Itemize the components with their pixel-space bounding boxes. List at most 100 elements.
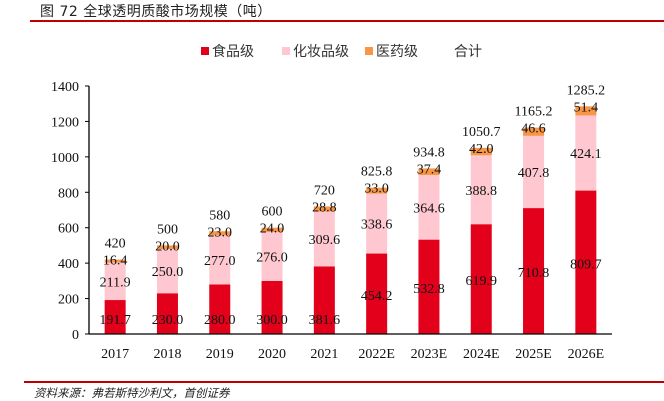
data-label-food: 454.2 xyxy=(361,289,393,304)
bar-segment-cosmetic xyxy=(313,211,335,267)
bar-segment-medical xyxy=(156,245,178,249)
data-label-medical: 37.4 xyxy=(417,162,442,177)
data-label-food: 619.9 xyxy=(466,274,498,289)
data-label-medical: 46.6 xyxy=(521,122,546,137)
y-tick-label: 0 xyxy=(72,328,79,343)
x-tick-label: 2026E xyxy=(568,347,605,362)
legend: 食品级 化妆品级 医药级 合计 xyxy=(201,43,482,60)
legend-medical: 医药级 xyxy=(365,44,418,60)
data-label-medical: 42.0 xyxy=(469,142,494,157)
x-tick-label: 2023E xyxy=(411,347,448,362)
y-tick-label: 800 xyxy=(58,186,79,201)
bar-segment-cosmetic xyxy=(156,248,178,294)
data-label-cosmetic: 338.6 xyxy=(361,218,393,233)
data-label-medical: 28.8 xyxy=(312,200,337,215)
data-label-total: 1285.2 xyxy=(567,83,606,98)
legend-label: 化妆品级 xyxy=(293,44,349,60)
bar-segment-cosmetic xyxy=(523,135,545,209)
data-label-cosmetic: 309.6 xyxy=(309,233,341,248)
data-labels-group: 191.7 211.9 16.4 420 230.0 250.0 20.0 500 280.0 2… xyxy=(99,83,605,328)
legend-food: 食品级 xyxy=(201,43,254,60)
x-tick-label: 2021 xyxy=(310,347,338,362)
data-label-cosmetic: 250.0 xyxy=(152,265,184,280)
bar-segment-medical xyxy=(418,168,440,176)
bar-segment-food xyxy=(523,208,545,334)
legend-swatch xyxy=(282,47,290,55)
figure-title: 图 72 全球透明质酸市场规模（吨） xyxy=(40,4,272,20)
bar-segment-cosmetic xyxy=(366,193,388,254)
y-tick-label: 600 xyxy=(58,222,79,237)
bar-segment-medical xyxy=(313,206,335,212)
data-label-medical: 20.0 xyxy=(155,239,180,254)
bar-segment-food xyxy=(261,280,283,334)
title-rule xyxy=(30,20,664,22)
data-label-cosmetic: 364.6 xyxy=(413,201,445,216)
data-label-cosmetic: 277.0 xyxy=(204,254,236,269)
data-label-cosmetic: 211.9 xyxy=(100,275,131,290)
bar-segment-medical xyxy=(523,127,545,136)
bar-segment-medical xyxy=(209,231,231,236)
data-label-medical: 24.0 xyxy=(260,222,285,237)
legend-label: 合计 xyxy=(454,44,482,60)
data-label-cosmetic: 276.0 xyxy=(256,250,288,265)
y-tick-label: 1200 xyxy=(51,115,79,130)
x-tick-label: 2024E xyxy=(463,347,500,362)
data-label-total: 580 xyxy=(209,208,230,223)
data-label-food: 710.8 xyxy=(518,266,550,281)
bar-segment-food xyxy=(104,300,126,334)
x-tick-label: 2025E xyxy=(515,347,552,362)
data-label-food: 809.7 xyxy=(570,257,602,272)
data-label-food: 280.0 xyxy=(204,313,236,328)
x-tick-label: 2018 xyxy=(153,347,181,362)
data-label-medical: 16.4 xyxy=(103,254,128,269)
y-tick-label: 200 xyxy=(58,293,79,308)
bar-segment-food xyxy=(366,253,388,334)
source-rule xyxy=(24,381,664,383)
legend-label: 医药级 xyxy=(376,44,418,60)
data-label-total: 720 xyxy=(314,183,335,198)
data-label-food: 300.0 xyxy=(256,313,288,328)
data-label-cosmetic: 388.8 xyxy=(466,184,498,199)
data-label-total: 1165.2 xyxy=(515,105,553,120)
data-label-total: 1050.7 xyxy=(462,125,501,140)
y-tick-label: 1000 xyxy=(51,151,79,166)
bar-segment-cosmetic xyxy=(575,115,597,191)
legend-swatch xyxy=(365,47,373,55)
bar-segment-cosmetic xyxy=(104,262,126,301)
data-label-medical: 51.4 xyxy=(574,100,599,115)
bar-segment-cosmetic xyxy=(261,231,283,281)
y-tick-label: 1400 xyxy=(51,80,79,95)
bar-segment-medical xyxy=(104,259,126,263)
bar-segment-food xyxy=(470,224,492,334)
x-tick-label: 2022E xyxy=(358,347,395,362)
legend-cosmetic: 化妆品级 xyxy=(282,44,349,60)
data-label-total: 420 xyxy=(105,237,126,252)
bar-segment-food xyxy=(209,284,231,334)
x-tick-label: 2017 xyxy=(101,347,129,362)
bar-segment-food xyxy=(418,239,440,334)
source-note: 资料来源：弗若斯特沙利文，首创证券 xyxy=(34,386,230,400)
bar-segment-food xyxy=(575,190,597,334)
legend-total: 合计 xyxy=(454,44,482,60)
x-tick-label: 2019 xyxy=(206,347,234,362)
data-label-food: 381.6 xyxy=(309,313,341,328)
y-tick-label: 400 xyxy=(58,257,79,272)
bar-segment-medical xyxy=(470,147,492,156)
data-label-food: 532.8 xyxy=(413,282,445,297)
data-label-medical: 23.0 xyxy=(208,225,233,240)
data-label-medical: 33.0 xyxy=(364,182,389,197)
data-label-cosmetic: 407.8 xyxy=(518,166,550,181)
x-tick-label: 2020 xyxy=(258,347,286,362)
axes-group: 0 200 400 600 800 1000 1200 1400 2017 2018 2019 202… xyxy=(51,80,612,362)
bar-segment-medical xyxy=(575,106,597,116)
bar-segment-cosmetic xyxy=(470,155,492,225)
data-label-total: 600 xyxy=(262,205,283,220)
bar-segment-food xyxy=(313,266,335,334)
bars-group xyxy=(104,106,597,334)
data-label-food: 191.7 xyxy=(99,313,131,328)
legend-swatch xyxy=(201,47,209,55)
legend-label: 食品级 xyxy=(212,43,254,60)
bar-segment-medical xyxy=(366,187,388,194)
data-label-total: 825.8 xyxy=(361,165,393,180)
